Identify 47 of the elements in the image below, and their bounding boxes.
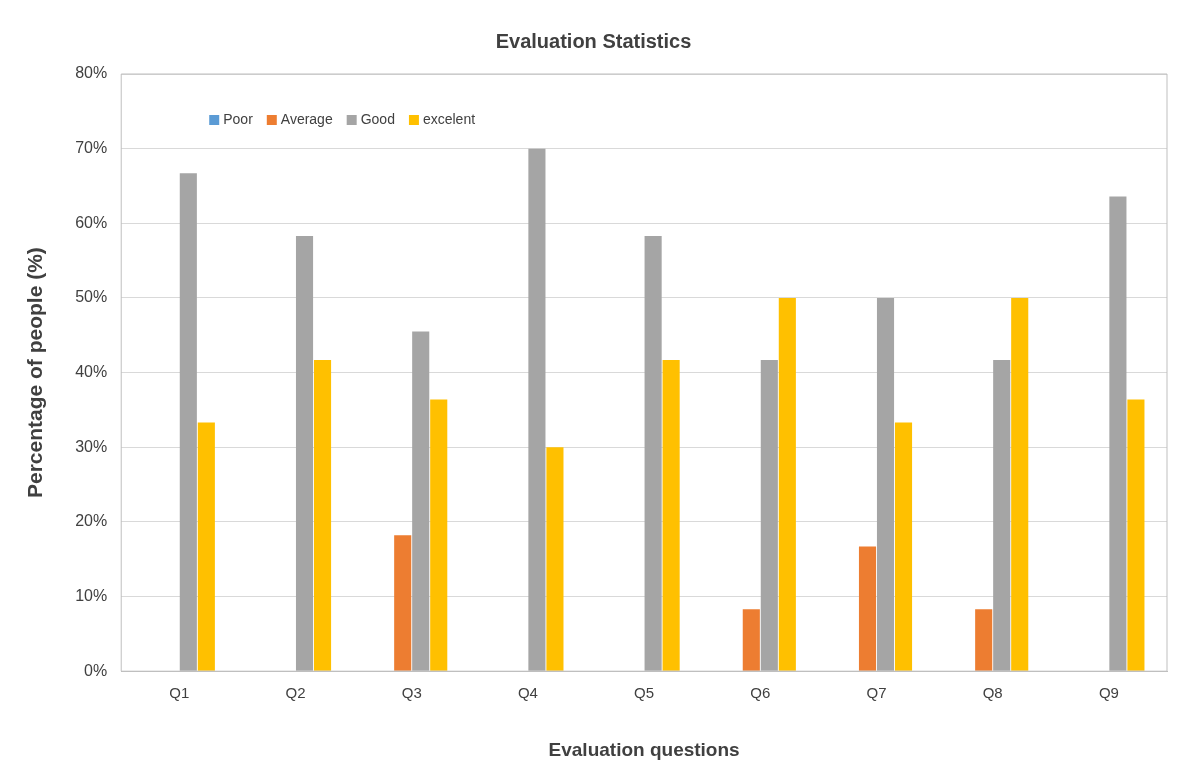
legend-label: Good [360,110,395,127]
bar [1011,297,1029,671]
bar [858,546,877,671]
y-tick-label: 60% [75,213,108,231]
bar [975,609,993,671]
bar [295,235,314,671]
legend-label: excelent [422,110,476,127]
y-tick-label: 30% [75,437,108,455]
bar [430,399,448,671]
y-tick-label: 80% [75,64,108,82]
chart-title: Evaluation Statistics [495,29,692,52]
legend-label: Average [280,110,333,127]
bar [546,447,564,671]
bar [742,609,760,671]
y-tick-label: 40% [75,363,108,381]
x-tick-label: Q6 [750,684,771,702]
x-tick-label: Q3 [401,684,422,702]
x-tick-label: Q1 [169,684,190,702]
bar [394,535,412,671]
y-tick-label: 20% [75,512,108,530]
bar [313,359,332,671]
x-tick-label: Q9 [1098,684,1119,702]
bar [644,235,662,671]
bar [412,331,430,671]
bar [662,359,680,671]
bar [528,148,546,671]
bar [1109,196,1127,671]
x-tick-label: Q8 [982,684,1003,702]
y-axis-title: Percentage of people (%) [23,247,47,499]
y-tick-label: 50% [75,288,108,306]
y-tick-label: 70% [75,139,108,157]
x-tick-label: Q4 [517,684,538,702]
y-tick-label: 10% [75,586,108,604]
legend-label: Poor [223,110,254,127]
bar [1127,399,1145,671]
x-tick-label: Q7 [866,684,887,702]
bar [760,359,778,671]
bar [197,422,215,671]
x-tick-label: Q5 [634,684,655,702]
bar [876,297,895,671]
x-tick-label: Q2 [285,684,306,702]
y-tick-label: 0% [84,661,108,679]
bar [778,297,796,671]
x-axis-title: Evaluation questions [548,738,740,760]
bar [179,173,197,671]
bar [894,422,913,671]
bar [993,359,1011,671]
